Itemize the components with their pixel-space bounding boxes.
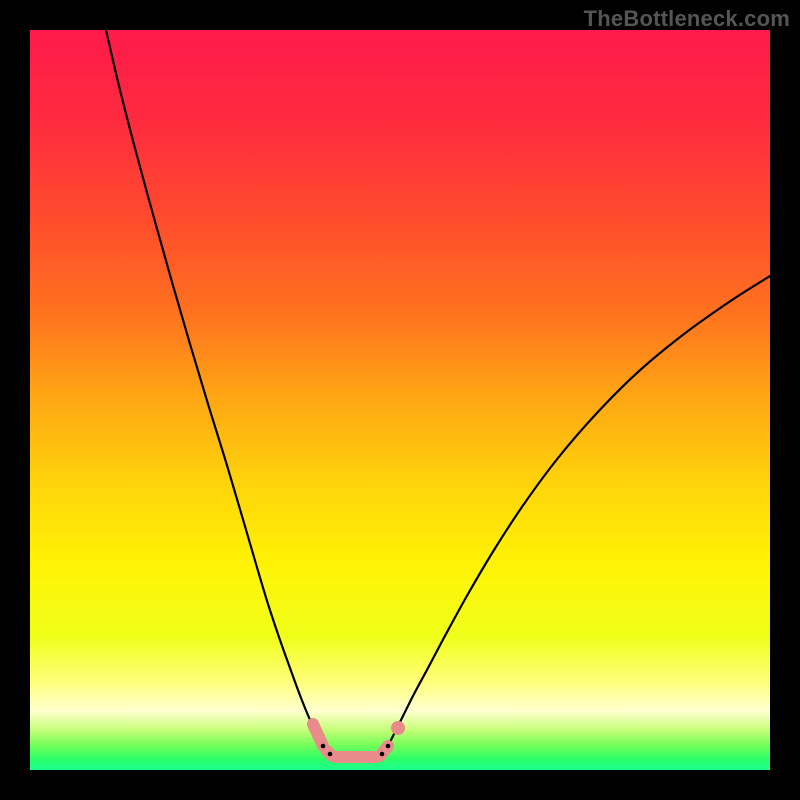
plot-area — [30, 30, 770, 770]
joint-dot — [380, 752, 385, 757]
joint-dot — [386, 744, 391, 749]
joint-dot — [321, 744, 326, 749]
watermark-text: TheBottleneck.com — [584, 6, 790, 32]
joint-dot — [328, 752, 333, 757]
chart-frame: TheBottleneck.com — [0, 0, 800, 800]
gradient-background — [30, 30, 770, 770]
chart-svg — [30, 30, 770, 770]
pink-dot — [391, 721, 405, 735]
